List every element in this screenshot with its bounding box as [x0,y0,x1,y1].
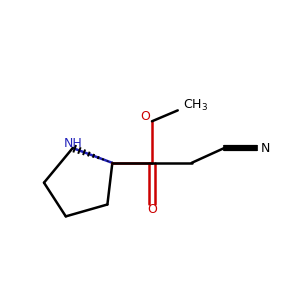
Text: N: N [261,142,270,154]
Text: NH: NH [63,136,82,150]
Text: O: O [147,203,157,216]
Text: CH$_3$: CH$_3$ [183,98,208,113]
Text: O: O [140,110,150,123]
